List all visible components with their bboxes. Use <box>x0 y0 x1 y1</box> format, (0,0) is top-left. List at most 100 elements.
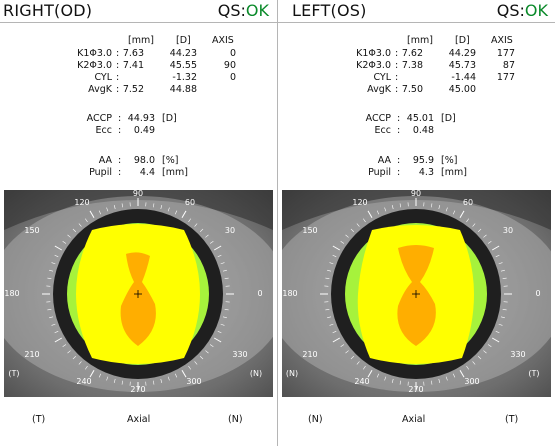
degree-tick <box>487 240 492 244</box>
row-colon: : <box>116 72 120 83</box>
col-header-d: [D] <box>176 35 191 46</box>
accp-unit: [D] <box>162 113 177 124</box>
header-rule <box>0 22 277 23</box>
degree-tick <box>329 323 334 326</box>
degree-tick <box>121 380 124 385</box>
footer-map-type: Axial <box>402 414 426 425</box>
degree-tick <box>224 308 229 311</box>
ecc-label: Ecc <box>374 125 391 136</box>
degree-tick <box>181 210 187 219</box>
degree-tick <box>327 316 332 319</box>
degree-tick <box>220 323 225 326</box>
degree-tick <box>78 223 82 227</box>
ecc-value: 0.49 <box>133 125 155 136</box>
degree-tick <box>72 356 76 360</box>
col-header-d: [D] <box>455 35 470 46</box>
degree-tick <box>188 365 192 370</box>
degree-tick <box>325 277 330 280</box>
degree-tick <box>502 277 507 280</box>
tick-label-300: 300 <box>464 377 479 386</box>
degree-tick <box>438 205 441 210</box>
degree-tick <box>62 344 67 348</box>
crosshair <box>134 290 142 298</box>
row-label: K2Φ3.0 <box>356 60 391 71</box>
degree-tick <box>174 210 178 215</box>
degree-tick <box>350 356 354 360</box>
degree-tick <box>466 218 470 223</box>
ecc-colon: : <box>118 125 122 136</box>
row-colon: : <box>395 60 399 71</box>
degree-tick <box>194 361 198 365</box>
degree-tick <box>160 378 163 383</box>
degree-tick <box>345 234 349 238</box>
footer-left-label: (T) <box>32 414 46 425</box>
tick-label-60: 60 <box>463 198 473 207</box>
degree-tick <box>367 210 373 219</box>
degree-tick <box>47 308 52 311</box>
topography-map[interactable]: 90 60 30 0 330 300 270 240 210 180 150 1… <box>4 190 273 397</box>
degree-tick <box>327 269 332 272</box>
degree-tick <box>384 376 387 381</box>
panel-divider <box>277 0 278 446</box>
tick-label-0: 0 <box>535 289 540 298</box>
degree-tick <box>98 210 102 215</box>
degree-tick <box>376 373 380 378</box>
axial-map-svg: 90 60 30 0 330 300 270 240 210 180 150 1… <box>282 190 551 397</box>
left-eye-panel: LEFT(OS) QS:OK [mm] [D] AXIS K1Φ3.0 : 7.… <box>278 0 555 446</box>
tick-label-270: 270 <box>130 385 145 394</box>
col-header-axis: AXIS <box>212 35 234 46</box>
row-colon: : <box>116 48 120 59</box>
tick-label-270: 270 <box>408 385 423 394</box>
row-d: -1.44 <box>451 72 476 83</box>
accp-label: ACCP <box>86 113 112 124</box>
tick-label-300: 300 <box>186 377 201 386</box>
accp-value: 44.93 <box>127 113 155 124</box>
degree-tick <box>106 376 109 381</box>
degree-tick <box>445 376 448 381</box>
degree-tick <box>356 223 360 227</box>
pupil-label: Pupil <box>368 167 391 178</box>
qs-value: OK <box>524 1 548 20</box>
degree-tick <box>188 218 192 223</box>
degree-tick <box>345 350 349 354</box>
row-label: CYL <box>373 72 391 83</box>
degree-tick <box>491 337 500 343</box>
degree-tick <box>445 207 448 212</box>
degree-tick <box>340 240 345 244</box>
row-mm: 7.38 <box>401 60 423 71</box>
degree-tick <box>438 378 441 383</box>
pupil-value: 4.3 <box>418 167 434 178</box>
degree-tick <box>167 207 170 212</box>
accp-colon: : <box>118 113 122 124</box>
row-label: AvgK <box>88 84 112 95</box>
topography-map[interactable]: 90 60 30 0 330 300 270 240 210 180 150 1… <box>282 190 551 397</box>
degree-tick <box>332 337 341 343</box>
pupil-unit: [mm] <box>162 167 188 178</box>
degree-tick <box>502 308 507 311</box>
tick-label-90: 90 <box>411 190 421 198</box>
nasal-mark: (N) <box>250 369 262 378</box>
degree-tick <box>399 380 402 385</box>
right-eye-panel: RIGHT(OD) QS:OK [mm] [D] AXIS K1Φ3.0 : 7… <box>0 0 277 446</box>
row-axis: 177 <box>496 72 515 83</box>
degree-tick <box>174 373 178 378</box>
row-colon: : <box>395 72 399 83</box>
row-d: -1.32 <box>172 72 197 83</box>
eyelash-shadow <box>282 190 551 230</box>
degree-tick <box>200 356 204 360</box>
degree-tick <box>220 262 225 265</box>
degree-tick <box>478 356 482 360</box>
degree-tick <box>98 373 102 378</box>
degree-tick <box>391 205 394 210</box>
degree-tick <box>222 269 227 272</box>
footer-left-label: (N) <box>308 414 323 425</box>
axial-map-svg: 90 60 30 0 330 300 270 240 210 180 150 1… <box>4 190 273 397</box>
degree-tick <box>483 234 487 238</box>
degree-tick <box>340 344 345 348</box>
aa-value: 98.0 <box>133 155 155 166</box>
ecc-colon: : <box>397 125 401 136</box>
row-d: 44.23 <box>169 48 197 59</box>
header-rule <box>278 22 555 23</box>
degree-tick <box>54 245 63 251</box>
degree-tick <box>209 344 214 348</box>
